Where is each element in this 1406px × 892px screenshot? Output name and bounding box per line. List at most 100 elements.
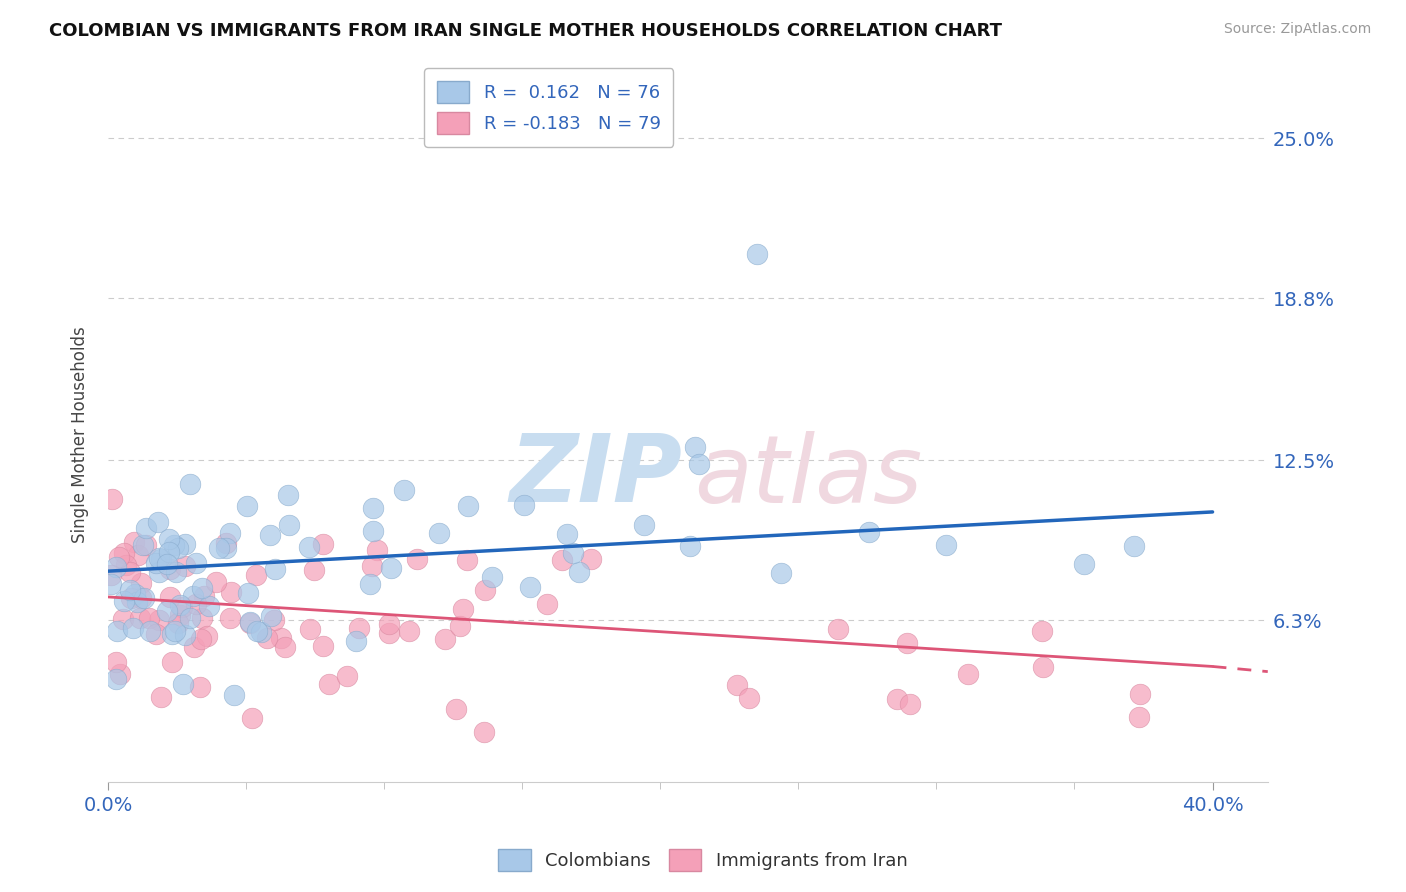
Point <box>457 499 479 513</box>
Point <box>131 538 153 552</box>
Point <box>132 591 155 605</box>
Point <box>561 546 583 560</box>
Point <box>190 632 212 646</box>
Point <box>183 640 205 654</box>
Point <box>100 567 122 582</box>
Point <box>104 559 127 574</box>
Point <box>346 633 368 648</box>
Point <box>1031 624 1053 639</box>
Point <box>186 597 208 611</box>
Point <box>446 702 468 716</box>
Point <box>380 561 402 575</box>
Point <box>163 538 186 552</box>
Point <box>256 632 278 646</box>
Point <box>184 556 207 570</box>
Point <box>108 667 131 681</box>
Point <box>145 556 167 570</box>
Point <box>298 622 321 636</box>
Point <box>124 587 146 601</box>
Point <box>124 535 146 549</box>
Point <box>336 669 359 683</box>
Point <box>157 533 180 547</box>
Point <box>127 548 149 562</box>
Y-axis label: Single Mother Households: Single Mother Households <box>72 326 89 543</box>
Point <box>179 611 201 625</box>
Point <box>149 690 172 705</box>
Point <box>456 553 478 567</box>
Point <box>172 677 194 691</box>
Point <box>1122 539 1144 553</box>
Point <box>111 612 134 626</box>
Point <box>311 640 333 654</box>
Point <box>246 624 269 639</box>
Point <box>427 526 450 541</box>
Point <box>264 561 287 575</box>
Point <box>166 541 188 555</box>
Point <box>191 611 214 625</box>
Point <box>378 617 401 632</box>
Point <box>138 624 160 638</box>
Point <box>118 582 141 597</box>
Point <box>519 581 541 595</box>
Text: atlas: atlas <box>693 431 922 522</box>
Point <box>896 636 918 650</box>
Point <box>108 550 131 565</box>
Point <box>156 558 179 572</box>
Point <box>159 591 181 605</box>
Point <box>679 540 702 554</box>
Point <box>398 624 420 639</box>
Point <box>270 632 292 646</box>
Point <box>135 521 157 535</box>
Point <box>170 599 193 614</box>
Point <box>215 536 238 550</box>
Point <box>104 655 127 669</box>
Point <box>235 499 257 513</box>
Point <box>361 500 384 515</box>
Point <box>101 491 124 506</box>
Point <box>148 550 170 565</box>
Point <box>347 621 370 635</box>
Point <box>208 541 231 556</box>
Text: COLOMBIAN VS IMMIGRANTS FROM IRAN SINGLE MOTHER HOUSEHOLDS CORRELATION CHART: COLOMBIAN VS IMMIGRANTS FROM IRAN SINGLE… <box>49 22 1002 40</box>
Point <box>568 566 591 580</box>
Point <box>173 537 195 551</box>
Point <box>129 591 152 605</box>
Point <box>827 622 849 636</box>
Point <box>737 690 759 705</box>
Point <box>115 558 138 573</box>
Point <box>263 613 285 627</box>
Point <box>138 611 160 625</box>
Point <box>392 483 415 498</box>
Point <box>513 498 536 512</box>
Point <box>886 692 908 706</box>
Point <box>318 677 340 691</box>
Point <box>100 577 122 591</box>
Point <box>148 613 170 627</box>
Point <box>238 585 260 599</box>
Point <box>312 537 335 551</box>
Point <box>239 615 262 629</box>
Point <box>304 563 326 577</box>
Point <box>135 538 157 552</box>
Point <box>725 678 748 692</box>
Point <box>169 598 191 612</box>
Point <box>166 616 188 631</box>
Point <box>1129 687 1152 701</box>
Point <box>898 697 921 711</box>
Point <box>633 518 655 533</box>
Point <box>218 611 240 625</box>
Point <box>481 569 503 583</box>
Point <box>298 540 321 554</box>
Point <box>169 607 191 622</box>
Point <box>222 688 245 702</box>
Point <box>745 247 768 261</box>
Point <box>360 559 382 574</box>
Point <box>240 711 263 725</box>
Point <box>378 625 401 640</box>
Legend: R =  0.162   N = 76, R = -0.183   N = 79: R = 0.162 N = 76, R = -0.183 N = 79 <box>425 68 673 146</box>
Point <box>148 566 170 580</box>
Point <box>120 565 142 579</box>
Point <box>219 585 242 599</box>
Point <box>359 577 381 591</box>
Point <box>160 655 183 669</box>
